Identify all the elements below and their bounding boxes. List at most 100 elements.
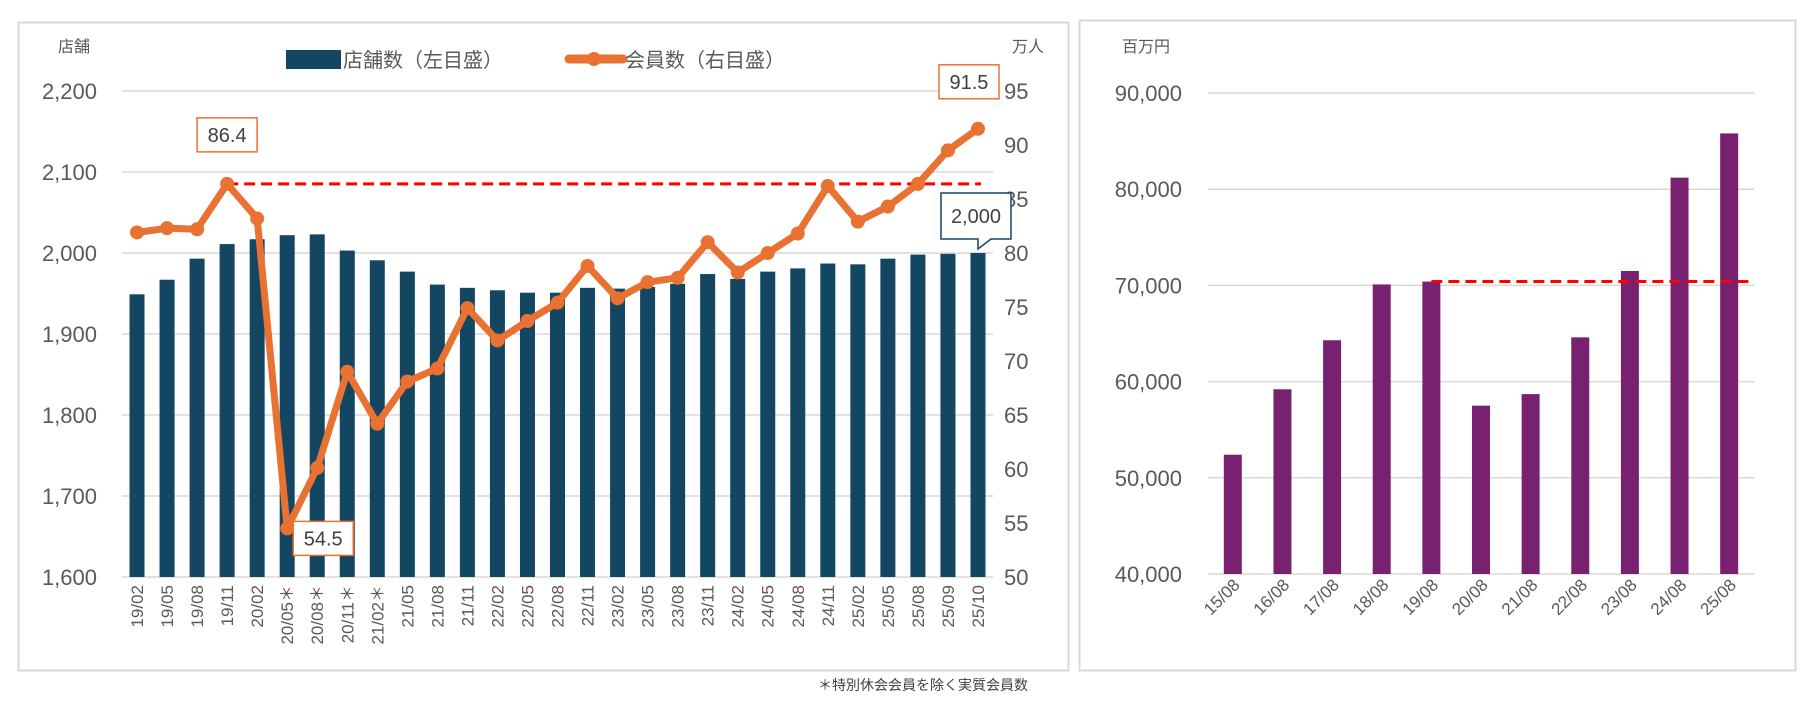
store-count-bar [850, 264, 866, 577]
member-count-point [880, 199, 895, 214]
member-count-point [370, 416, 385, 431]
member-count-point [400, 374, 415, 389]
store-count-bar [429, 284, 445, 577]
member-count-point [190, 222, 205, 237]
x-axis-tick: 20/08＊ [308, 585, 327, 645]
right-axis-tick: 60 [1004, 457, 1028, 482]
x-axis-tick: 25/08 [909, 585, 928, 628]
member-count-point [280, 521, 295, 536]
x-axis-tick: 24/05 [759, 585, 778, 628]
store-count-bar [519, 292, 535, 577]
store-count-bar [880, 258, 896, 577]
x-axis-tick: 21/02＊ [368, 585, 387, 645]
right-chart-unit: 百万円 [1122, 37, 1170, 56]
store-count-bar [219, 244, 235, 577]
left-axis-tick: 2,100 [42, 160, 97, 185]
right-axis-tick: 75 [1004, 295, 1028, 320]
sales-bar [1372, 284, 1391, 574]
store-count-bar [730, 278, 746, 577]
store-count-bar [700, 274, 716, 577]
x-axis-tick: 24/08 [789, 585, 808, 628]
x-axis-tick: 20/11＊ [338, 585, 357, 643]
x-axis-tick: 25/05 [879, 585, 898, 628]
store-count-bar [670, 283, 686, 577]
sales-bar [1670, 177, 1689, 574]
left-axis-unit: 店舗 [58, 37, 90, 56]
legend: 店舗数（左目盛） 会員数（右目盛） [286, 48, 785, 72]
y-axis-tick: 50,000 [1115, 466, 1182, 491]
store-count-bar [790, 268, 806, 577]
sales-bar [1720, 133, 1739, 575]
data-label-latest-members-box [938, 64, 1000, 100]
member-count-point [610, 291, 625, 306]
right-axis-tick: 95 [1004, 79, 1028, 104]
y-axis-tick: 60,000 [1115, 370, 1182, 395]
footnote: ＊特別休会会員を除く実質会員数 [818, 678, 1028, 694]
store-count-bar [159, 279, 175, 577]
x-axis-tick: 23/05 [639, 585, 658, 628]
x-axis-tick: 24/11 [819, 585, 838, 626]
sales-bar [1620, 270, 1639, 574]
store-count-bar [249, 239, 265, 578]
right-axis-tick: 55 [1004, 511, 1028, 536]
x-axis-tick: 23/08 [669, 585, 688, 628]
x-axis-tick: 24/02 [729, 585, 748, 628]
data-label-low-box [292, 520, 354, 557]
member-count-point [520, 314, 535, 329]
right-axis-tick: 70 [1004, 349, 1028, 374]
x-axis-tick: 21/05 [398, 585, 417, 628]
member-count-point [910, 176, 925, 191]
member-count-point [580, 258, 595, 273]
member-count-point [340, 364, 355, 379]
x-axis-tick: 19/11 [218, 585, 237, 626]
x-axis-tick: 21/08 [428, 585, 447, 628]
store-count-bar [459, 287, 475, 577]
store-count-bar [760, 271, 776, 577]
legend-swatch-stores [286, 50, 341, 69]
member-count-point [250, 211, 265, 226]
left-axis-tick: 1,800 [42, 403, 97, 428]
right-axis-tick: 80 [1004, 241, 1028, 266]
store-count-bar [550, 292, 565, 577]
store-count-bar [940, 253, 956, 577]
member-count-point [700, 235, 715, 250]
right-axis-unit: 万人 [1012, 37, 1044, 56]
y-axis-tick: 70,000 [1115, 273, 1182, 298]
member-count-point [460, 301, 475, 316]
data-label-peak: 86.4 [208, 125, 247, 147]
member-count-point [550, 295, 565, 310]
x-axis-tick: 19/02 [128, 585, 147, 628]
x-axis-tick: 23/02 [609, 585, 628, 628]
x-axis-tick: 25/10 [969, 585, 988, 628]
data-label-latest-stores-box [940, 192, 1012, 251]
member-count-point [640, 275, 655, 290]
left-axis-tick: 2,200 [42, 79, 97, 104]
left-axis-tick: 1,700 [42, 484, 97, 509]
data-label-peak-box [196, 117, 258, 153]
sales-bar [1472, 405, 1490, 574]
x-axis-tick: 20/02 [248, 585, 267, 628]
x-axis-tick: 23/11 [699, 585, 718, 626]
left-axis-tick: 1,600 [42, 565, 97, 590]
member-count-point [430, 361, 445, 376]
store-count-bar [970, 253, 986, 577]
store-count-bar [610, 288, 626, 577]
store-count-bar [189, 258, 205, 577]
x-axis-tick: 22/08 [549, 585, 568, 628]
member-count-point [310, 460, 325, 475]
member-count-point [760, 246, 775, 260]
x-axis-tick: 19/05 [158, 585, 177, 628]
member-count-point [970, 121, 985, 136]
x-axis-tick: 19/08 [188, 585, 207, 628]
left-axis-tick: 1,900 [42, 322, 97, 347]
store-count-bar [489, 290, 505, 577]
sales-bar [1223, 454, 1242, 574]
data-label-latest-members: 91.5 [950, 72, 989, 94]
legend-label-stores: 店舗数（左目盛） [343, 48, 503, 72]
x-axis-tick: 25/09 [939, 585, 958, 628]
member-count-point [160, 221, 175, 236]
store-count-bar [910, 254, 926, 577]
member-count-point [490, 333, 505, 348]
left-axis-tick: 2,000 [42, 241, 97, 266]
